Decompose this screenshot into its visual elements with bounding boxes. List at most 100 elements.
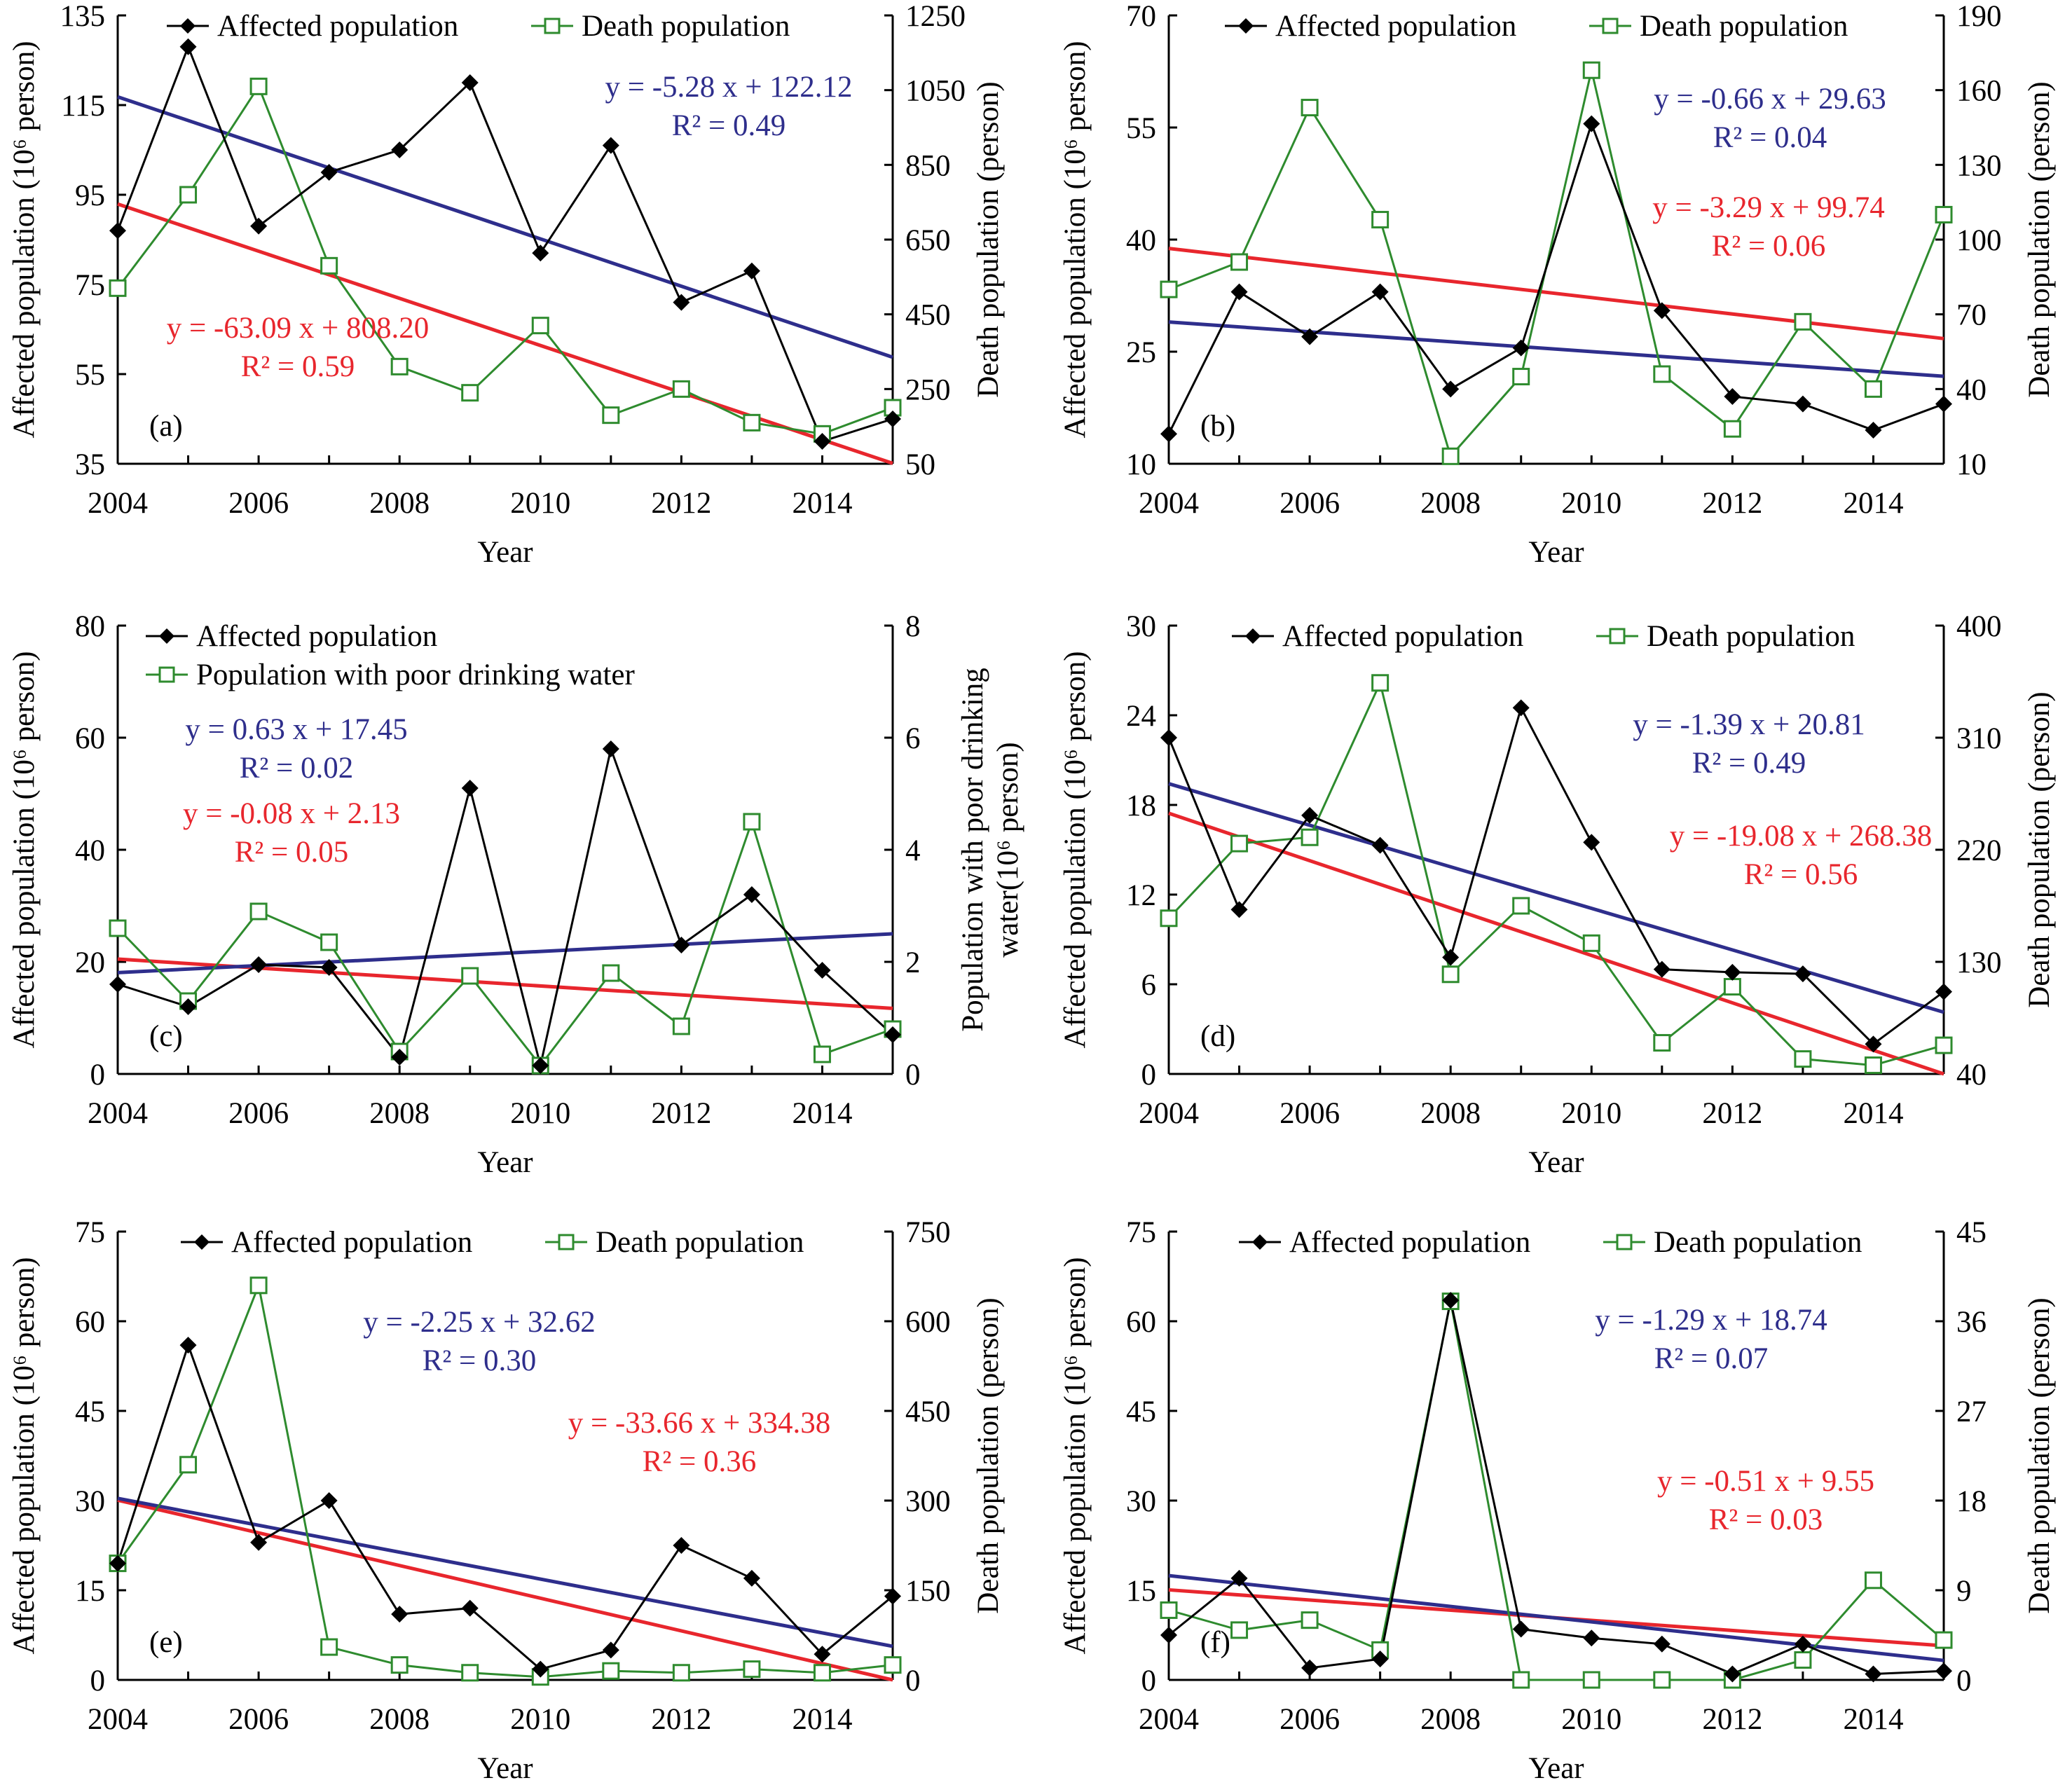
- secondary-point: [1653, 1671, 1671, 1689]
- right-tick-label: 450: [905, 1395, 951, 1428]
- panel-label: (e): [149, 1626, 183, 1659]
- affected-point: [602, 740, 619, 757]
- right-tick-label: 40: [1956, 373, 1987, 406]
- left-tick-label: 20: [75, 946, 105, 979]
- legend-marker-affected: [159, 628, 174, 644]
- panel-label: (a): [149, 410, 183, 443]
- right-tick-label: 2: [905, 946, 921, 979]
- trendline-affected: [1168, 1573, 1944, 1662]
- x-axis-title: Year: [1528, 536, 1584, 569]
- left-tick-label: 70: [1126, 0, 1156, 33]
- affected-point: [814, 962, 831, 979]
- r2-secondary: R² = 0.56: [1744, 858, 1858, 891]
- x-tick-label: 2014: [792, 487, 852, 520]
- affected-point: [179, 998, 197, 1015]
- series-line-secondary: [116, 1281, 893, 1679]
- affected-point: [673, 937, 690, 953]
- affected-point: [1583, 834, 1600, 851]
- x-tick-label: 2006: [228, 487, 289, 520]
- right-tick-label: 0: [1956, 1665, 1972, 1697]
- affected-point: [250, 956, 268, 973]
- x-tick-label: 2004: [88, 487, 148, 520]
- trendline-affected: [117, 932, 893, 974]
- left-tick-label: 12: [1126, 879, 1156, 912]
- x-tick-label: 2012: [651, 487, 711, 520]
- affected-point: [532, 1660, 549, 1678]
- panel-d: 0 6 12 18 24 30 40 130 220 310 400 2004 2006 2008 2010…: [1059, 610, 2056, 1179]
- secondary-point: [1371, 674, 1390, 692]
- secondary-point: [602, 964, 620, 982]
- affected-point: [743, 1569, 760, 1587]
- affected-point: [1230, 283, 1248, 301]
- secondary-point: [1441, 447, 1460, 465]
- secondary-point: [1441, 965, 1460, 984]
- right-tick-label: 45: [1956, 1216, 1987, 1249]
- equation-affected: y = -0.66 x + 29.63: [1654, 83, 1886, 116]
- series-line-secondary: [116, 84, 893, 435]
- secondary-point: [320, 933, 338, 951]
- secondary-point: [1582, 61, 1600, 79]
- affected-point: [602, 1641, 619, 1659]
- secondary-point: [461, 1664, 479, 1682]
- secondary-point: [1864, 1571, 1882, 1590]
- left-tick-label: 10: [1126, 448, 1156, 481]
- left-tick-label: 45: [75, 1395, 105, 1428]
- equation-secondary: y = -33.66 x + 334.38: [568, 1407, 831, 1440]
- r2-affected: R² = 0.30: [423, 1344, 537, 1377]
- left-tick-label: 115: [61, 90, 105, 123]
- equation-affected: y = -2.25 x + 32.62: [363, 1306, 596, 1339]
- x-tick-label: 2010: [510, 1703, 570, 1736]
- secondary-point: [743, 1660, 761, 1679]
- secondary-point: [179, 1456, 198, 1474]
- right-axis-title-line: water(10⁶ person): [992, 742, 1024, 958]
- secondary-point: [1512, 1671, 1530, 1689]
- affected-point: [1583, 115, 1600, 132]
- right-tick-label: 600: [905, 1306, 951, 1339]
- right-tick-label: 250: [905, 373, 951, 406]
- panel-label: (d): [1200, 1020, 1235, 1053]
- panel-b: 10 25 40 55 70 10 40 70 100 130 160 190 2004 2006 2008…: [1059, 0, 2056, 569]
- right-axis-title: Death population (person): [972, 81, 1005, 397]
- affected-point: [1512, 1620, 1530, 1638]
- trendline-affected: [117, 1496, 893, 1648]
- affected-point: [743, 886, 760, 903]
- left-tick-label: 0: [90, 1059, 106, 1091]
- r2-affected: R² = 0.49: [1692, 747, 1806, 780]
- equation-affected: y = 0.63 x + 17.45: [185, 713, 407, 746]
- right-tick-label: 160: [1956, 75, 2002, 108]
- secondary-point: [1301, 1611, 1319, 1629]
- x-tick-label: 2014: [1843, 487, 1903, 520]
- x-tick-label: 2008: [369, 487, 430, 520]
- right-tick-label: 300: [905, 1485, 951, 1518]
- x-tick-label: 2008: [369, 1097, 430, 1130]
- left-axis-title: Affected population (10⁶ person): [8, 651, 41, 1048]
- left-tick-label: 24: [1126, 700, 1156, 733]
- left-tick-label: 40: [1126, 224, 1156, 257]
- legend-marker-secondary: [544, 18, 561, 34]
- right-tick-label: 36: [1956, 1306, 1987, 1339]
- affected-point: [814, 433, 831, 450]
- series-line-affected: [1168, 1300, 1944, 1676]
- left-axis-title: Affected population (10⁶ person): [1059, 651, 1092, 1048]
- right-tick-label: 0: [905, 1665, 921, 1697]
- x-axis-title: Year: [477, 536, 533, 569]
- panel-label: (f): [1200, 1626, 1230, 1659]
- legend-marker-affected: [1245, 628, 1261, 644]
- secondary-point: [1582, 934, 1600, 952]
- series-line-affected: [1167, 120, 1944, 434]
- x-tick-label: 2004: [1139, 1097, 1199, 1130]
- secondary-point: [249, 902, 268, 921]
- secondary-point: [1794, 1651, 1812, 1669]
- legend-label-secondary: Death population: [596, 1226, 804, 1259]
- affected-point: [109, 1555, 126, 1572]
- affected-point: [391, 1606, 409, 1623]
- affected-point: [1653, 302, 1670, 319]
- right-tick-label: 0: [905, 1059, 921, 1091]
- series-line-secondary: [1168, 69, 1945, 459]
- secondary-point: [1864, 1056, 1882, 1075]
- x-tick-label: 2006: [228, 1097, 289, 1130]
- panel-a: 35 55 75 95 115 135 50 250 450 650 850 1050 1250 2004…: [8, 0, 1005, 569]
- r2-affected: R² = 0.49: [672, 109, 786, 142]
- secondary-point: [249, 77, 268, 95]
